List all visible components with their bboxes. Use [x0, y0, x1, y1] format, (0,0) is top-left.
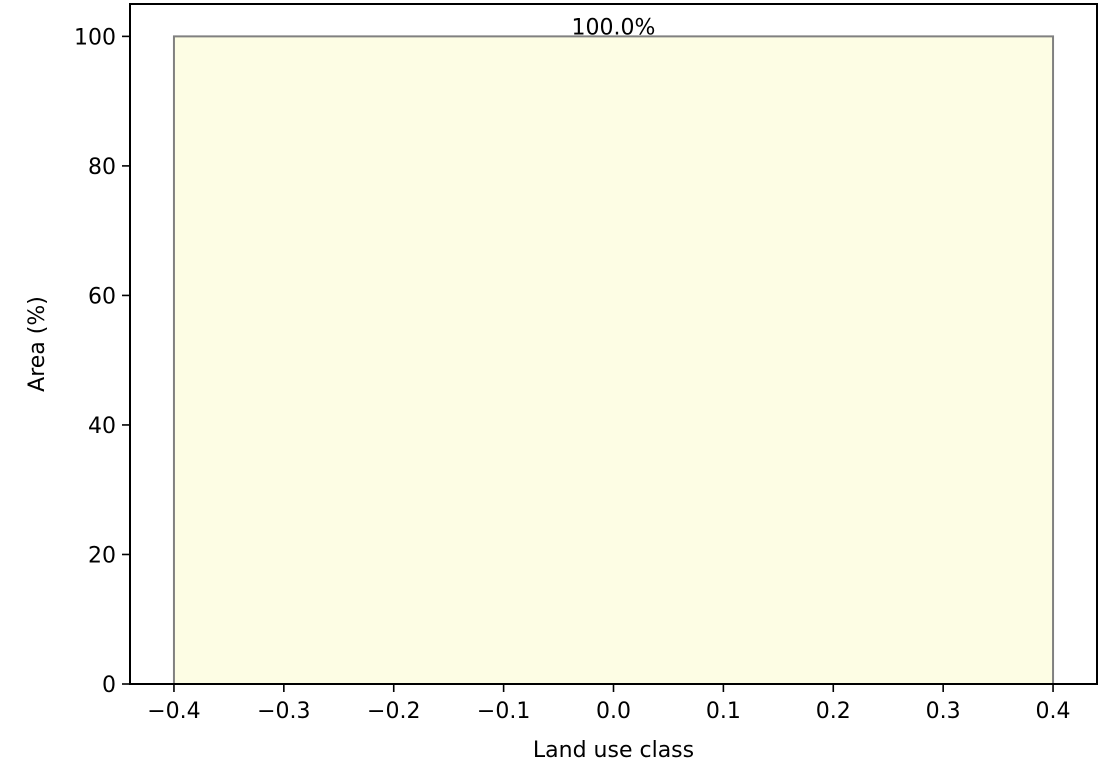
y-tick-label: 60 [88, 284, 116, 309]
x-tick-label: 0.0 [596, 699, 631, 724]
x-tick-label: 0.3 [926, 699, 961, 724]
y-tick-label: 20 [88, 543, 116, 568]
y-tick-label: 40 [88, 414, 116, 439]
data-labels: 100.0% [572, 15, 656, 40]
x-tick-label: 0.4 [1036, 699, 1071, 724]
x-tick-label: −0.2 [367, 699, 420, 724]
y-tick-label: 80 [88, 155, 116, 180]
x-tick-label: −0.3 [257, 699, 310, 724]
bar-value-label: 100.0% [572, 15, 656, 40]
x-tick-label: 0.1 [706, 699, 741, 724]
y-axis-label: Area (%) [25, 296, 50, 392]
bar [172, 35, 1055, 685]
x-tick-label: −0.1 [477, 699, 530, 724]
x-axis-ticks: −0.4 −0.3 −0.2 −0.1 0.0 0.1 0.2 0.3 0.4 [147, 684, 1071, 724]
y-tick-label: 0 [102, 673, 116, 698]
x-axis-label: Land use class [533, 738, 694, 763]
x-tick-label: 0.2 [816, 699, 851, 724]
x-tick-label: −0.4 [147, 699, 200, 724]
y-axis-ticks: 0 20 40 60 80 100 [74, 25, 130, 698]
bars-group [172, 35, 1055, 685]
y-tick-label: 100 [74, 25, 116, 50]
